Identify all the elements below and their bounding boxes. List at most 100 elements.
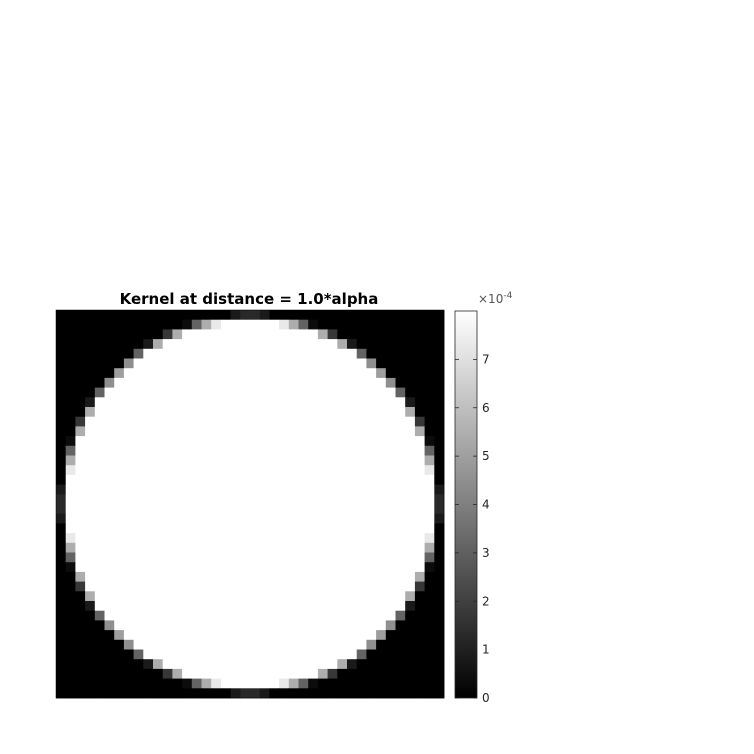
heatmap-cell: [279, 329, 290, 340]
heatmap-cell: [56, 377, 67, 388]
heatmap-cell: [414, 668, 425, 679]
heatmap-cell: [153, 416, 164, 427]
heatmap-cell: [414, 571, 425, 582]
heatmap-cell: [56, 513, 67, 524]
heatmap-cell: [327, 601, 338, 612]
heatmap-cell: [405, 348, 416, 359]
heatmap-cell: [376, 310, 387, 321]
heatmap-cell: [259, 368, 270, 379]
heatmap-cell: [143, 601, 154, 612]
heatmap-cell: [75, 630, 86, 641]
heatmap-cell: [259, 465, 270, 476]
heatmap-cell: [240, 581, 251, 592]
heatmap-cell: [162, 504, 173, 515]
heatmap-cell: [259, 319, 270, 330]
heatmap-cell: [201, 329, 212, 340]
heatmap-cell: [85, 416, 96, 427]
heatmap-cell: [288, 455, 299, 466]
heatmap-cell: [240, 416, 251, 427]
heatmap-cell: [230, 649, 241, 660]
heatmap-cell: [133, 504, 144, 515]
heatmap-cell: [143, 319, 154, 330]
heatmap-cell: [75, 659, 86, 670]
heatmap-cell: [172, 678, 183, 689]
heatmap-cell: [279, 319, 290, 330]
heatmap-cell: [201, 445, 212, 456]
heatmap-cell: [356, 630, 367, 641]
heatmap-cell: [143, 562, 154, 573]
heatmap-cell: [385, 649, 396, 660]
heatmap-cell: [75, 591, 86, 602]
heatmap-cell: [182, 397, 193, 408]
heatmap-cell: [75, 668, 86, 679]
heatmap-cell: [65, 659, 76, 670]
heatmap-cell: [327, 504, 338, 515]
heatmap-cell: [56, 465, 67, 476]
heatmap-cell: [279, 659, 290, 670]
heatmap-cell: [211, 591, 222, 602]
heatmap-cell: [259, 329, 270, 340]
heatmap-cell: [347, 630, 358, 641]
heatmap-cell: [279, 484, 290, 495]
heatmap-cell: [327, 659, 338, 670]
heatmap-cell: [172, 339, 183, 350]
heatmap-cell: [385, 474, 396, 485]
heatmap-cell: [153, 377, 164, 388]
heatmap-cell: [240, 455, 251, 466]
heatmap-cell: [240, 387, 251, 398]
heatmap-cell: [182, 668, 193, 679]
heatmap-cell: [65, 513, 76, 524]
heatmap-cell: [259, 494, 270, 505]
heatmap-cell: [123, 649, 134, 660]
heatmap-cell: [250, 329, 261, 340]
heatmap-cell: [414, 494, 425, 505]
heatmap-cell: [104, 368, 115, 379]
heatmap-cell: [211, 465, 222, 476]
heatmap-cell: [211, 455, 222, 466]
heatmap-cell: [317, 358, 328, 369]
heatmap-cell: [414, 377, 425, 388]
heatmap-cell: [114, 465, 125, 476]
heatmap-cell: [288, 601, 299, 612]
heatmap-cell: [279, 610, 290, 621]
heatmap-cell: [250, 407, 261, 418]
heatmap-cell: [104, 562, 115, 573]
heatmap-cell: [240, 649, 251, 660]
heatmap-cell: [143, 552, 154, 563]
heatmap-cell: [279, 358, 290, 369]
heatmap-cell: [143, 639, 154, 650]
heatmap-cell: [366, 329, 377, 340]
heatmap-cell: [385, 397, 396, 408]
heatmap-cell: [211, 348, 222, 359]
heatmap-cell: [211, 319, 222, 330]
heatmap-cell: [279, 513, 290, 524]
heatmap-cell: [298, 591, 309, 602]
heatmap-cell: [356, 513, 367, 524]
heatmap-cell: [220, 416, 231, 427]
heatmap-cell: [123, 339, 134, 350]
heatmap-cell: [123, 552, 134, 563]
heatmap-cell: [104, 465, 115, 476]
heatmap-cell: [201, 348, 212, 359]
heatmap-cell: [327, 668, 338, 679]
heatmap-cell: [376, 348, 387, 359]
heatmap-cell: [259, 630, 270, 641]
heatmap-cell: [162, 445, 173, 456]
heatmap-cell: [56, 407, 67, 418]
heatmap-cell: [114, 688, 125, 699]
heatmap-cell: [385, 387, 396, 398]
heatmap-cell: [269, 523, 280, 534]
heatmap-cell: [376, 581, 387, 592]
heatmap-cell: [240, 513, 251, 524]
heatmap-cell: [434, 533, 445, 544]
heatmap-cell: [191, 668, 202, 679]
heatmap-cell: [162, 678, 173, 689]
heatmap-cell: [104, 610, 115, 621]
heatmap-cell: [424, 571, 435, 582]
heatmap-cell: [94, 416, 105, 427]
heatmap-cell: [172, 552, 183, 563]
heatmap-cell: [385, 571, 396, 582]
heatmap-cell: [94, 445, 105, 456]
heatmap-cell: [308, 329, 319, 340]
heatmap-cell: [414, 649, 425, 660]
